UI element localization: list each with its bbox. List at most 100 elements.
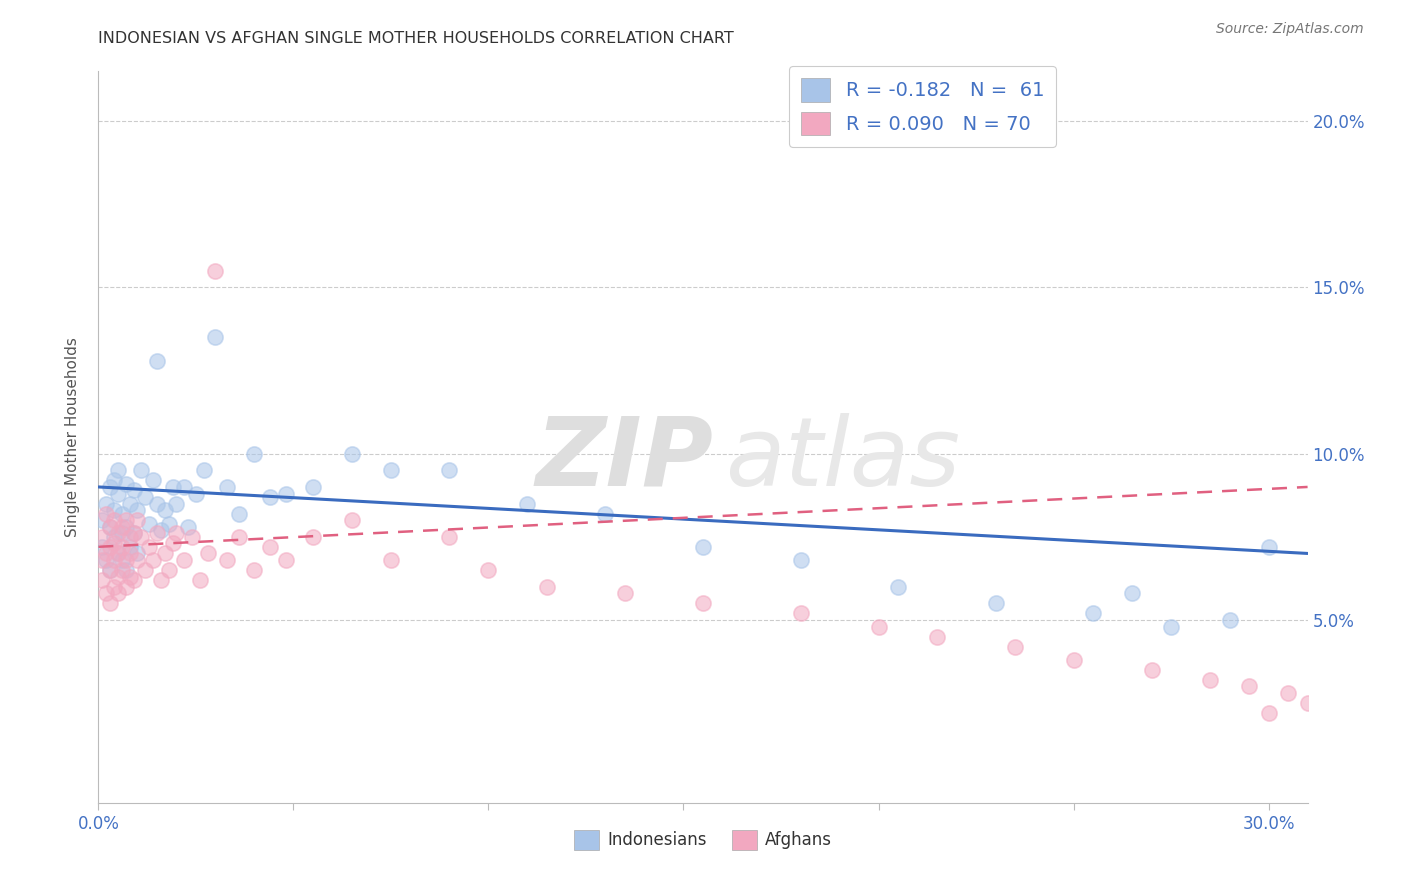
Point — [204, 330, 226, 344]
Point — [217, 480, 239, 494]
Point — [122, 483, 145, 498]
Point — [114, 580, 136, 594]
Point — [181, 530, 204, 544]
Point — [138, 516, 160, 531]
Y-axis label: Single Mother Households: Single Mother Households — [65, 337, 80, 537]
Point — [259, 490, 281, 504]
Point — [1140, 663, 1163, 677]
Point — [146, 497, 169, 511]
Point — [887, 580, 910, 594]
Point — [380, 553, 402, 567]
Point — [134, 490, 156, 504]
Point — [134, 563, 156, 577]
Text: atlas: atlas — [724, 412, 959, 506]
Point — [98, 563, 121, 577]
Point — [111, 520, 134, 534]
Point — [1219, 613, 1241, 627]
Point — [177, 520, 200, 534]
Point — [1004, 640, 1026, 654]
Point — [173, 553, 195, 567]
Point — [153, 546, 176, 560]
Point — [131, 463, 153, 477]
Point — [340, 513, 363, 527]
Point — [228, 507, 250, 521]
Point — [122, 526, 145, 541]
Point — [98, 596, 121, 610]
Point — [153, 503, 176, 517]
Point — [103, 580, 125, 594]
Point — [1199, 673, 1222, 687]
Point — [193, 463, 215, 477]
Point — [96, 586, 118, 600]
Point — [96, 507, 118, 521]
Point — [274, 486, 297, 500]
Point — [197, 546, 219, 560]
Point — [1257, 706, 1279, 720]
Point — [91, 530, 114, 544]
Point — [149, 523, 172, 537]
Point — [1257, 540, 1279, 554]
Point — [91, 573, 114, 587]
Point — [118, 540, 141, 554]
Point — [692, 596, 714, 610]
Point — [984, 596, 1007, 610]
Point — [1296, 696, 1319, 710]
Point — [127, 513, 149, 527]
Point — [98, 540, 121, 554]
Point — [91, 553, 114, 567]
Point — [131, 530, 153, 544]
Point — [96, 553, 118, 567]
Point — [259, 540, 281, 554]
Point — [127, 553, 149, 567]
Point — [1063, 653, 1085, 667]
Point — [111, 540, 134, 554]
Point — [146, 526, 169, 541]
Point — [114, 553, 136, 567]
Point — [111, 563, 134, 577]
Point — [107, 586, 129, 600]
Point — [789, 553, 811, 567]
Point — [91, 540, 114, 554]
Point — [614, 586, 637, 600]
Point — [516, 497, 538, 511]
Point — [228, 530, 250, 544]
Point — [114, 513, 136, 527]
Point — [114, 520, 136, 534]
Point — [107, 570, 129, 584]
Point — [789, 607, 811, 621]
Point — [173, 480, 195, 494]
Point — [302, 530, 325, 544]
Point — [103, 530, 125, 544]
Point — [149, 573, 172, 587]
Point — [142, 473, 165, 487]
Point — [157, 516, 180, 531]
Point — [439, 463, 461, 477]
Point — [1237, 680, 1260, 694]
Point — [184, 486, 207, 500]
Point — [1277, 686, 1299, 700]
Point — [595, 507, 617, 521]
Point — [114, 476, 136, 491]
Point — [925, 630, 948, 644]
Point — [107, 486, 129, 500]
Point — [118, 497, 141, 511]
Point — [142, 553, 165, 567]
Point — [111, 526, 134, 541]
Legend: Indonesians, Afghans: Indonesians, Afghans — [567, 823, 839, 856]
Text: Source: ZipAtlas.com: Source: ZipAtlas.com — [1216, 22, 1364, 37]
Point — [162, 480, 184, 494]
Point — [165, 497, 187, 511]
Point — [243, 447, 266, 461]
Point — [111, 553, 134, 567]
Point — [114, 563, 136, 577]
Point — [118, 570, 141, 584]
Point — [138, 540, 160, 554]
Point — [107, 526, 129, 541]
Text: INDONESIAN VS AFGHAN SINGLE MOTHER HOUSEHOLDS CORRELATION CHART: INDONESIAN VS AFGHAN SINGLE MOTHER HOUSE… — [98, 31, 734, 46]
Point — [157, 563, 180, 577]
Point — [98, 480, 121, 494]
Point — [127, 546, 149, 560]
Point — [103, 513, 125, 527]
Point — [439, 530, 461, 544]
Point — [188, 573, 211, 587]
